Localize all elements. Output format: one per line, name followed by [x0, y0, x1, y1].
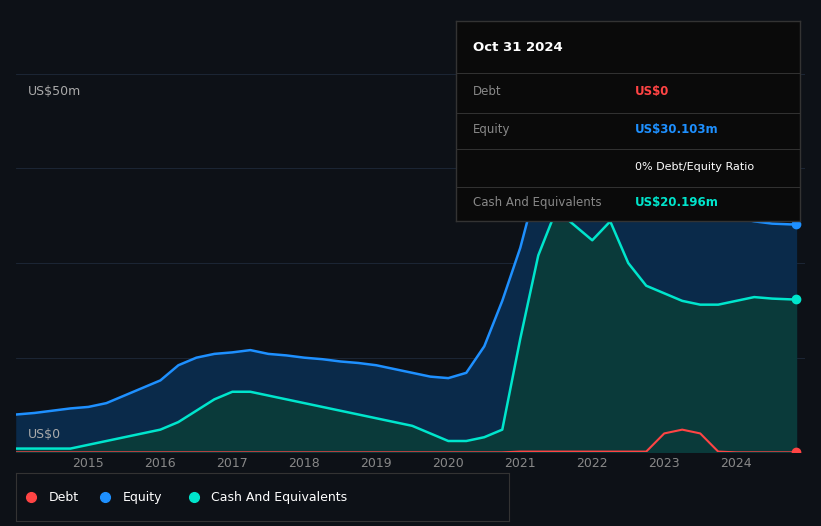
- Text: Cash And Equivalents: Cash And Equivalents: [473, 196, 602, 209]
- Text: 0% Debt/Equity Ratio: 0% Debt/Equity Ratio: [635, 162, 754, 172]
- Text: US$0: US$0: [635, 86, 669, 98]
- Text: Equity: Equity: [473, 124, 511, 136]
- Text: US$30.103m: US$30.103m: [635, 124, 718, 136]
- Text: Cash And Equivalents: Cash And Equivalents: [211, 491, 347, 503]
- Text: Equity: Equity: [122, 491, 162, 503]
- Text: Debt: Debt: [48, 491, 79, 503]
- Text: US$50m: US$50m: [28, 85, 81, 98]
- Text: US$20.196m: US$20.196m: [635, 196, 719, 209]
- Text: Debt: Debt: [473, 86, 502, 98]
- Text: Oct 31 2024: Oct 31 2024: [473, 41, 562, 54]
- Text: US$0: US$0: [28, 428, 62, 441]
